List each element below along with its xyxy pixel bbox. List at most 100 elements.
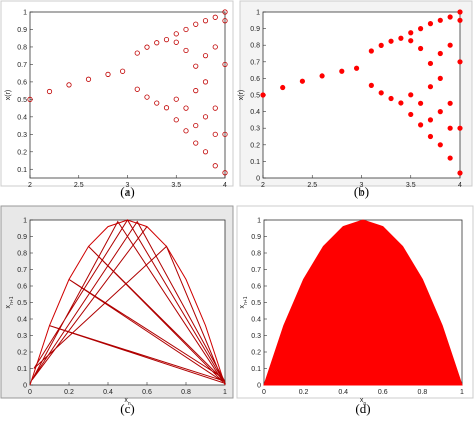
y-tick-label: 0.9: [250, 26, 260, 33]
y-axis-label-text: x(r): [5, 90, 12, 101]
point: [408, 38, 414, 44]
x-tick-label: 1: [223, 389, 227, 396]
x-tick-label: 0: [262, 389, 266, 396]
point: [447, 14, 453, 20]
caption: (d): [355, 401, 370, 416]
point: [202, 53, 209, 59]
point: [193, 63, 199, 69]
y-tick-label: 0.7: [250, 59, 260, 66]
y-tick-label: 0.6: [250, 76, 260, 83]
area: [263, 219, 463, 386]
point: [193, 140, 199, 146]
point: [193, 88, 199, 94]
caption: (a): [120, 184, 134, 199]
point: [163, 37, 170, 43]
x-axis-label: r: [126, 190, 129, 197]
point: [222, 18, 228, 24]
point: [183, 47, 189, 54]
point: [457, 59, 463, 65]
point: [193, 122, 199, 129]
y-tick-label: 0.1: [250, 159, 260, 166]
y-tick-label: 0.4: [17, 317, 27, 324]
y-tick-label: 0.1: [17, 167, 27, 174]
point: [260, 92, 266, 98]
point: [105, 71, 111, 77]
y-tick-label: 0: [256, 176, 260, 183]
x-tick-label: 2: [28, 182, 32, 189]
point: [447, 100, 453, 106]
point: [339, 68, 345, 74]
point: [299, 78, 305, 84]
y-tick-label: 0.6: [251, 284, 261, 291]
x-tick-label: 0.6: [142, 389, 152, 396]
y-tick-label: 1: [256, 10, 260, 17]
point: [85, 76, 92, 82]
point: [202, 18, 209, 24]
x-tick-label: 3: [126, 182, 130, 189]
x-tick-label: 0.4: [103, 389, 113, 396]
y-tick-label: 0.7: [17, 62, 27, 69]
y-tick-label: 1: [257, 218, 261, 225]
plot-area: [262, 11, 461, 179]
point: [173, 117, 179, 123]
point: [144, 94, 150, 100]
y-tick-label: 0.5: [17, 300, 27, 307]
point: [437, 50, 443, 57]
point: [134, 86, 140, 92]
point: [408, 111, 414, 118]
y-tick-label: 0.2: [251, 350, 261, 357]
point: [212, 131, 218, 137]
point: [66, 82, 72, 88]
point: [27, 96, 33, 102]
y-tick-label: 0.3: [250, 126, 260, 133]
x-tick-label: 0.6: [378, 389, 388, 396]
point: [457, 170, 463, 176]
x-tick-label: 0.2: [299, 389, 309, 396]
point: [378, 90, 384, 96]
point: [427, 117, 434, 123]
y-tick-label: 0.4: [250, 109, 260, 116]
point: [408, 92, 414, 98]
x-tick-label: 4: [223, 182, 227, 189]
point: [427, 84, 434, 90]
point: [212, 163, 218, 169]
y-tick-label: 0.8: [17, 44, 27, 51]
y-axis-label-sub: n+1: [243, 296, 249, 305]
y-tick-label: 0.9: [17, 27, 27, 34]
point: [353, 65, 360, 71]
point: [417, 100, 424, 106]
point: [202, 114, 209, 120]
point: [222, 9, 228, 15]
point: [183, 128, 189, 134]
point: [437, 109, 443, 115]
y-tick-label: 0.3: [251, 333, 261, 340]
y-tick-label: 1: [23, 218, 27, 225]
y-tick-label: 0.6: [17, 284, 27, 291]
y-axis-label: xn+1: [239, 296, 249, 308]
y-tick-label: 0.7: [17, 267, 27, 274]
x-tick-label: 1: [460, 389, 464, 396]
y-tick-label: 0.2: [17, 350, 27, 357]
y-tick-label: 0.8: [251, 251, 261, 258]
y-axis-label-text: x(r): [238, 90, 245, 101]
y-axis-label: xn+1: [5, 296, 15, 308]
point: [457, 17, 463, 23]
point: [222, 170, 228, 176]
caption: (b): [354, 184, 369, 199]
y-tick-label: 0.5: [250, 93, 260, 100]
y-tick-label: 0.4: [17, 114, 27, 121]
point: [280, 84, 286, 91]
x-axis-label-text: x: [124, 397, 128, 404]
point: [319, 73, 325, 79]
point: [447, 42, 453, 48]
y-tick-label: 0.1: [17, 366, 27, 373]
y-axis-label-sub: n+1: [9, 296, 15, 305]
x-tick-label: 0: [28, 389, 32, 396]
point: [163, 105, 170, 111]
point: [457, 125, 463, 131]
point: [378, 42, 384, 48]
point: [388, 95, 394, 102]
x-axis-label-text: r: [126, 190, 129, 197]
point: [417, 122, 424, 128]
